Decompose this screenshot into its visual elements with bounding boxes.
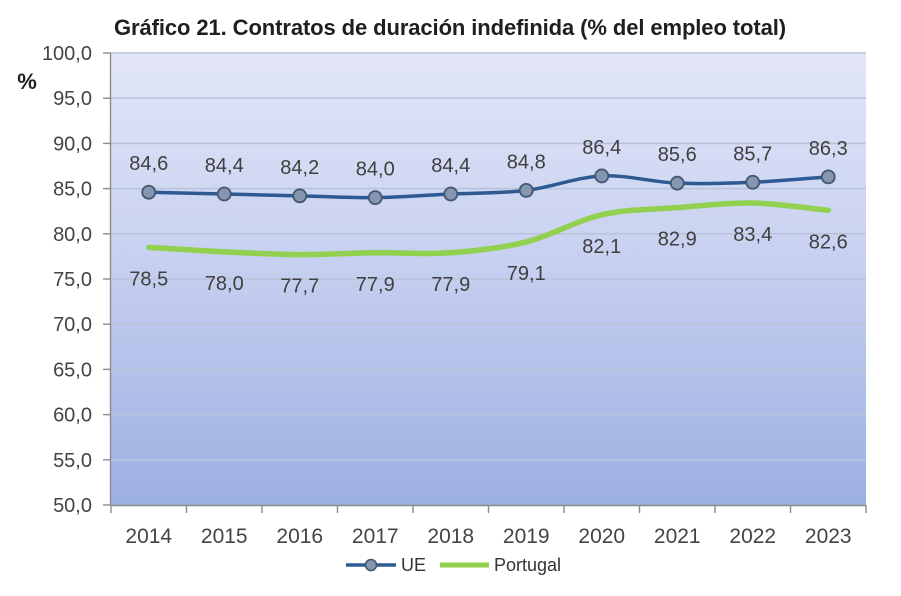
data-label-portugal: 78,5 (129, 268, 168, 290)
data-label-portugal: 78,0 (205, 273, 244, 295)
y-tick-label: 50,0 (53, 495, 92, 517)
x-tick-label: 2019 (503, 525, 550, 548)
series-marker-ue (292, 188, 308, 204)
y-tick-label: 60,0 (53, 405, 92, 427)
series-marker-ue (745, 174, 761, 190)
data-label-ue: 84,6 (129, 153, 168, 175)
y-axis-tick-labels: 50,0 55,0 60,0 65,0 70,0 75,0 80,0 85,0 90,0 95,0… (42, 43, 92, 517)
series-marker-ue (367, 190, 383, 206)
data-label-ue: 86,4 (582, 137, 621, 159)
y-tick-label: 85,0 (53, 179, 92, 201)
legend: UE Portugal (346, 555, 561, 575)
data-label-ue: 84,4 (205, 155, 244, 177)
series-marker-ue (594, 168, 610, 184)
data-label-portugal: 77,7 (280, 276, 319, 298)
x-tick-label: 2022 (729, 525, 776, 548)
data-label-portugal: 83,4 (733, 224, 772, 246)
data-label-portugal: 82,6 (809, 231, 848, 253)
data-labels: 84,6 84,4 84,2 84,0 84,4 84,8 86,4 85,6 85,7 86,3… (129, 137, 847, 298)
y-tick-label: 100,0 (42, 43, 92, 65)
x-tick-label: 2017 (352, 525, 399, 548)
x-axis-tick-labels: 2014 2015 2016 2017 2018 2019 2020 2021 2022 2023 (125, 525, 851, 548)
data-label-ue: 85,6 (658, 144, 697, 166)
y-tick-label: 70,0 (53, 314, 92, 336)
data-label-portugal: 82,1 (582, 236, 621, 258)
gridlines (111, 52, 866, 461)
legend-label-ue: UE (401, 555, 426, 575)
y-tick-label: 90,0 (53, 133, 92, 155)
y-tick-label: 55,0 (53, 450, 92, 472)
data-label-portugal: 77,9 (356, 274, 395, 296)
series-line-portugal (146, 200, 831, 258)
series-marker-ue (216, 186, 232, 202)
x-tick-label: 2020 (578, 525, 625, 548)
data-label-ue: 84,0 (356, 159, 395, 181)
data-label-ue: 86,3 (809, 138, 848, 160)
legend-marker-ue (364, 558, 378, 572)
data-label-ue: 85,7 (733, 143, 772, 165)
x-tick-label: 2015 (201, 525, 248, 548)
series-marker-ue (820, 169, 836, 185)
legend-label-portugal: Portugal (494, 555, 561, 575)
axes (103, 52, 867, 513)
data-label-portugal: 77,9 (431, 274, 470, 296)
y-tick-label: 95,0 (53, 88, 92, 110)
x-tick-label: 2023 (805, 525, 852, 548)
series-line-ue (147, 174, 830, 200)
y-axis-unit-label: % (17, 69, 37, 94)
data-label-ue: 84,2 (280, 157, 319, 179)
x-tick-label: 2018 (427, 525, 474, 548)
data-label-ue: 84,4 (431, 155, 470, 177)
x-tick-label: 2021 (654, 525, 701, 548)
data-label-ue: 84,8 (507, 151, 546, 173)
data-label-portugal: 82,9 (658, 229, 697, 251)
series-marker-ue (669, 175, 685, 191)
y-tick-label: 65,0 (53, 359, 92, 381)
series-marker-ue (518, 183, 534, 198)
series-lines (141, 168, 836, 258)
chart-title: Gráfico 21. Contratos de duración indefi… (114, 15, 786, 40)
x-tick-label: 2016 (276, 525, 323, 548)
series-marker-ue (141, 184, 157, 200)
data-label-portugal: 79,1 (507, 263, 546, 285)
series-marker-ue (443, 186, 459, 202)
x-tick-label: 2014 (125, 525, 172, 548)
y-tick-label: 80,0 (53, 224, 92, 246)
y-tick-label: 75,0 (53, 269, 92, 291)
